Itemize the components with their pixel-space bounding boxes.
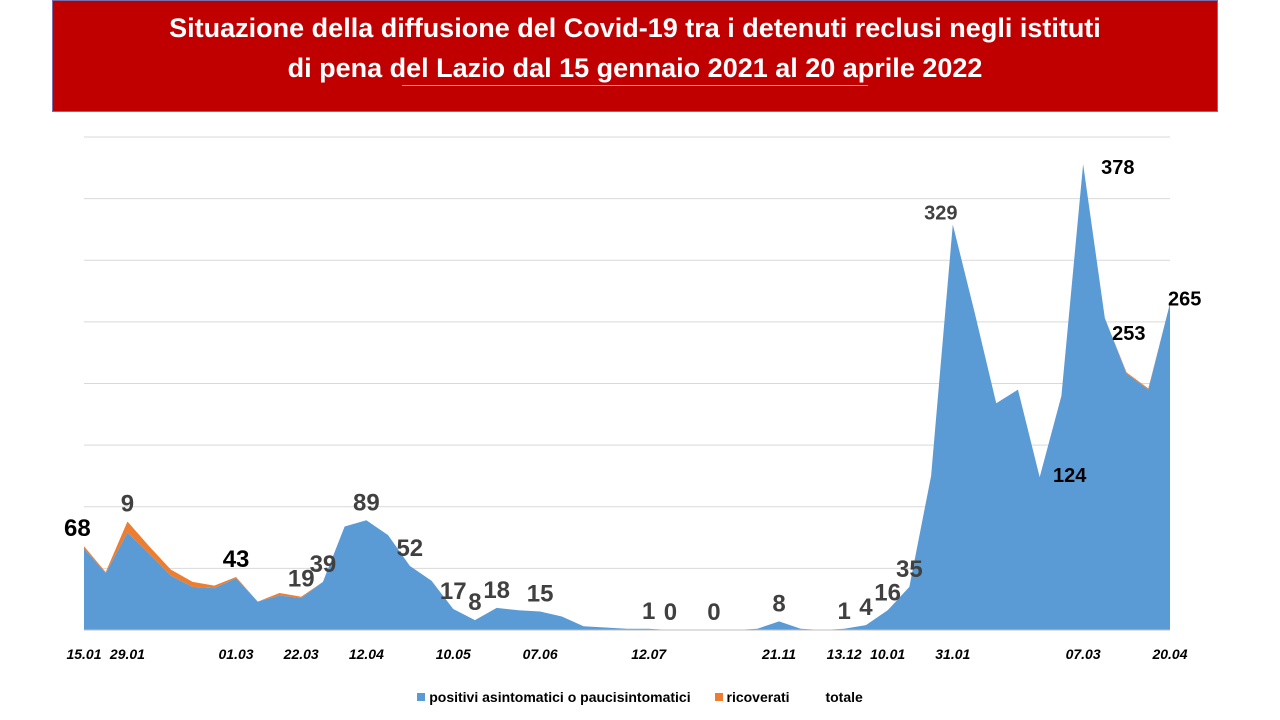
x-tick-label: 01.03 — [219, 646, 254, 662]
data-label: 265 — [1168, 288, 1201, 310]
x-tick-label: 10.05 — [436, 646, 471, 662]
series-area-positivi — [84, 164, 1170, 631]
data-label: 19 — [288, 566, 315, 593]
data-label: 16 — [874, 579, 901, 606]
legend-label-ricoverati: ricoverati — [726, 689, 790, 705]
legend-swatch-positivi — [417, 693, 426, 701]
data-label: 52 — [396, 535, 423, 562]
data-label: 15 — [527, 581, 554, 608]
chart-title-line-1: Situazione della diffusione del Covid-19… — [169, 13, 1101, 43]
x-tick-label: 10.01 — [870, 646, 905, 662]
legend-item-totale: totale — [813, 689, 863, 705]
x-tick-label: 15.01 — [66, 646, 101, 662]
x-tick-label: 07.06 — [523, 646, 558, 662]
data-label: 329 — [924, 203, 957, 225]
data-label: 1 — [642, 598, 655, 625]
chart-legend: positivi asintomatici o paucisintomatici… — [0, 689, 1280, 705]
chart-title-banner: Situazione della diffusione del Covid-19… — [52, 0, 1218, 112]
x-tick-label: 20.04 — [1151, 646, 1187, 662]
data-label: 124 — [1053, 465, 1087, 487]
series-area-ricoverati — [84, 164, 1170, 631]
data-label: 17 — [440, 578, 467, 605]
data-label: 4 — [859, 594, 873, 621]
data-label: 43 — [223, 546, 250, 573]
chart-title-line-2: di pena del Lazio dal 15 gennaio 2021 al… — [287, 53, 983, 83]
data-label: 8 — [772, 590, 785, 617]
x-tick-label: 07.03 — [1066, 646, 1101, 662]
data-label: 253 — [1112, 323, 1145, 345]
data-label: 68 — [64, 515, 91, 542]
data-label: 1 — [838, 598, 851, 625]
data-label: 378 — [1101, 157, 1134, 179]
legend-swatch-totale — [813, 693, 822, 701]
x-tick-label: 12.07 — [631, 646, 667, 662]
data-label: 39 — [310, 551, 337, 578]
data-label: 8 — [468, 589, 481, 616]
legend-item-ricoverati: ricoverati — [714, 689, 790, 705]
title-divider — [402, 85, 868, 86]
x-tick-label: 22.03 — [283, 646, 319, 662]
data-label: 0 — [707, 599, 720, 626]
data-label: 9 — [121, 491, 134, 518]
legend-label-positivi: positivi asintomatici o paucisintomatici — [429, 689, 691, 705]
x-tick-label: 12.04 — [349, 646, 384, 662]
x-tick-label: 31.01 — [935, 646, 970, 662]
legend-swatch-ricoverati — [714, 693, 723, 701]
x-tick-label: 29.01 — [109, 646, 145, 662]
data-label: 89 — [353, 489, 380, 516]
x-tick-label: 21.11 — [761, 646, 796, 662]
data-label: 18 — [483, 577, 510, 604]
legend-item-positivi: positivi asintomatici o paucisintomatici — [417, 689, 691, 705]
x-tick-label: 13.12 — [827, 646, 862, 662]
data-label: 35 — [896, 556, 923, 583]
legend-label-totale: totale — [825, 689, 863, 705]
data-label: 0 — [664, 599, 677, 626]
